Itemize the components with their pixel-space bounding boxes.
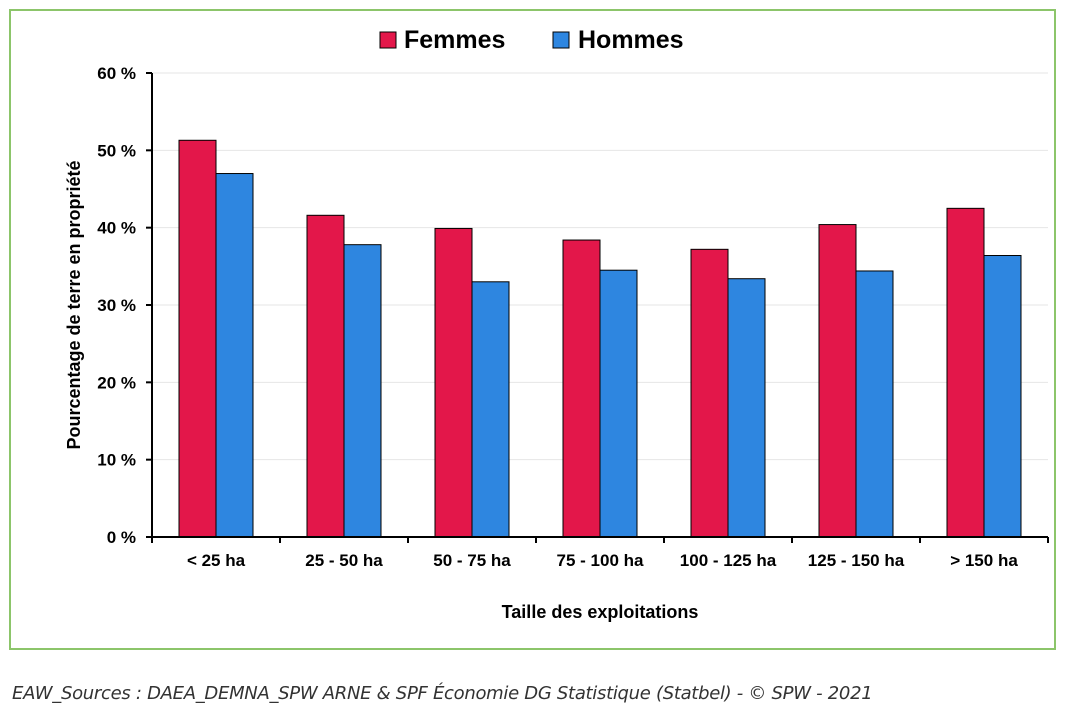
y-tick-label: 60 % xyxy=(97,64,136,83)
y-tick-label: 50 % xyxy=(97,141,136,160)
legend-label-femmes: Femmes xyxy=(404,26,505,54)
legend-swatch-hommes xyxy=(552,31,570,49)
bar-hommes xyxy=(855,270,894,538)
x-tick-label: 50 - 75 ha xyxy=(433,551,511,570)
y-tick-label: 20 % xyxy=(97,373,136,392)
bar-hommes xyxy=(983,255,1022,538)
bar-chart: 0 % 10 % 20 % 30 % 40 % 50 % 60 % < 25 ha 25 - 5… xyxy=(64,26,1049,622)
y-tick-label: 30 % xyxy=(97,296,136,315)
bar-hommes xyxy=(599,269,638,538)
bar-hommes xyxy=(727,278,766,538)
bar-hommes xyxy=(471,281,510,538)
bar-hommes xyxy=(343,244,382,538)
y-axis-label: Pourcentage de terre en propriété xyxy=(64,160,84,449)
x-tick-label: 125 - 150 ha xyxy=(808,551,905,570)
x-tick-label: > 150 ha xyxy=(950,551,1018,570)
source-caption: EAW_Sources : DAEA_DEMNA_SPW ARNE & SPF … xyxy=(12,683,873,704)
bar-femmes xyxy=(306,214,345,538)
y-tick-label: 0 % xyxy=(107,528,136,547)
x-axis-label: Taille des exploitations xyxy=(502,602,699,622)
bar-hommes xyxy=(215,173,254,538)
x-tick-label: 100 - 125 ha xyxy=(680,551,777,570)
y-tick-label: 10 % xyxy=(97,451,136,470)
bar-femmes xyxy=(562,239,601,538)
bar-femmes xyxy=(818,224,857,538)
bar-femmes xyxy=(946,207,985,538)
bar-femmes xyxy=(690,248,729,538)
legend-swatch-femmes xyxy=(379,31,397,49)
bar-femmes xyxy=(178,139,217,538)
x-tick-label: 25 - 50 ha xyxy=(305,551,383,570)
x-tick-label: 75 - 100 ha xyxy=(557,551,644,570)
x-tick-label: < 25 ha xyxy=(187,551,246,570)
y-tick-label: 40 % xyxy=(97,219,136,238)
bar-femmes xyxy=(434,227,473,538)
legend-label-hommes: Hommes xyxy=(578,26,684,54)
